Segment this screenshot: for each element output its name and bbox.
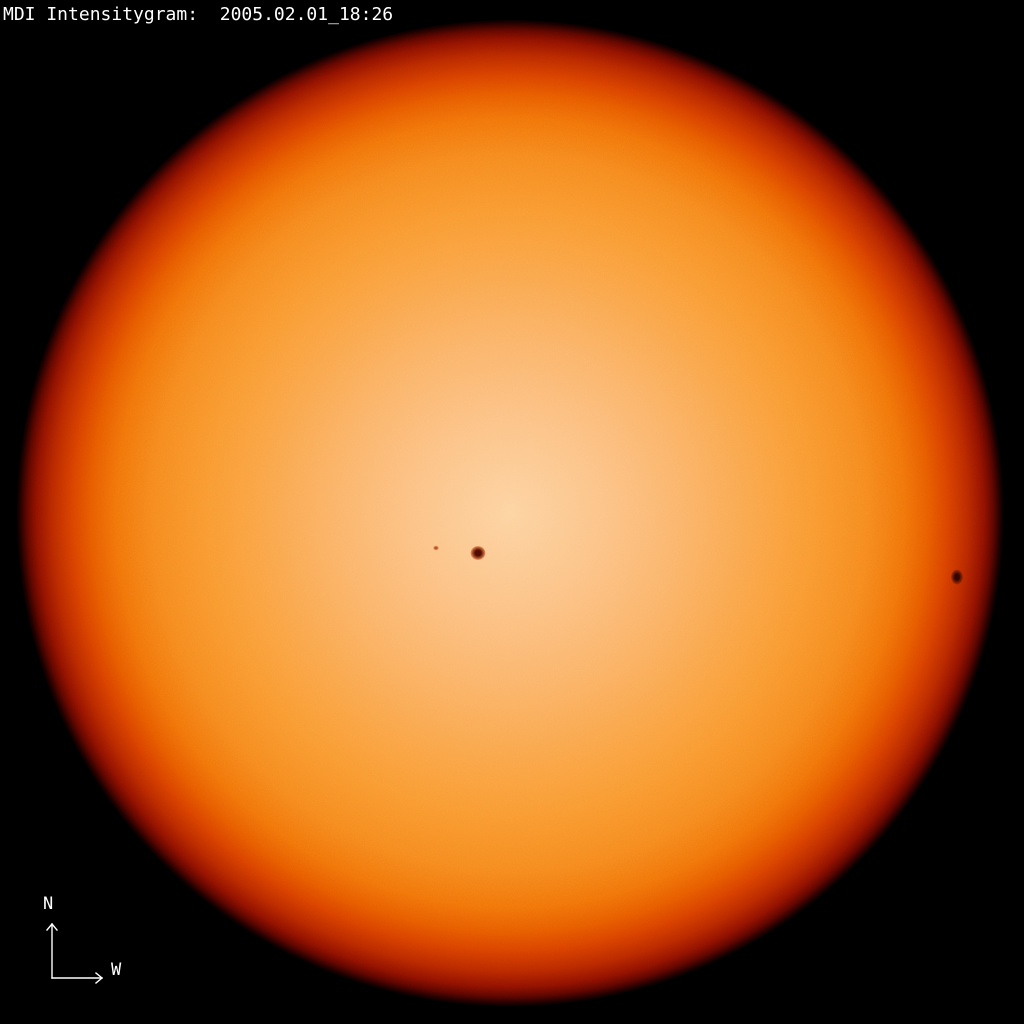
granulation-texture: [17, 20, 1003, 1006]
solar-image-canvas: MDI Intensitygram: 2005.02.01_18:26 N W: [0, 0, 1024, 1024]
sun-disk: [17, 20, 1003, 1006]
compass-west-label: W: [111, 962, 121, 979]
sunspot-main-center: [471, 546, 486, 560]
sunspot-west-limb: [951, 570, 963, 585]
compass-north-label: N: [43, 896, 53, 913]
sunspot-faint-center: [433, 546, 439, 551]
compass-arrows: [38, 910, 118, 990]
image-title: MDI Intensitygram: 2005.02.01_18:26: [3, 5, 393, 25]
